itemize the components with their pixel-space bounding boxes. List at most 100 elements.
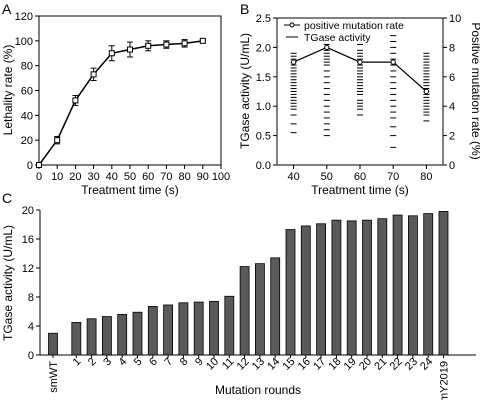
panel-c-xtick-label: 2 bbox=[86, 356, 99, 369]
panel-b-ylabel-right: Positive mutation rate (%) bbox=[469, 22, 480, 159]
legend-mutation-label: positive mutation rate bbox=[304, 20, 404, 32]
panel-a-point bbox=[54, 137, 61, 144]
legend-mutation-marker bbox=[289, 22, 295, 28]
panel-c-xtick-label: 4 bbox=[117, 356, 130, 369]
panel-b-ytick-label: 2.5 bbox=[256, 13, 271, 25]
panel-a-point bbox=[72, 97, 79, 104]
panel-a-ytick-label: 0 bbox=[27, 160, 33, 172]
legend-activity-label: TGase activity bbox=[304, 32, 371, 44]
panel-b-ytick-right-label: 0 bbox=[449, 160, 455, 172]
panel-c-xtick-label: 8 bbox=[178, 356, 191, 369]
panel-a-point bbox=[127, 46, 133, 53]
panel-c-ytick-label: 12 bbox=[22, 263, 34, 275]
panel-b-xtick-label: 80 bbox=[420, 171, 432, 183]
panel-b-xtick-label: 50 bbox=[321, 171, 333, 183]
panel-c-ylabel: TGase activity (U/mL) bbox=[1, 225, 15, 341]
panel-c-bar bbox=[102, 316, 112, 356]
panel-b-mutation-point bbox=[357, 59, 363, 65]
panel-c-bar bbox=[71, 321, 82, 356]
panel-a-xtick-label: 80 bbox=[178, 171, 190, 183]
panel-a-xlabel: Treatment time (s) bbox=[81, 183, 179, 197]
panel-a-ytick-label: 40 bbox=[21, 110, 33, 122]
panel-a-point bbox=[181, 40, 188, 47]
panel-a-point bbox=[145, 42, 152, 49]
panel-b-mutation-point bbox=[290, 59, 297, 65]
panel-c-bar bbox=[285, 229, 296, 356]
panel-b-ytick-label: 0.0 bbox=[256, 160, 271, 172]
panel-c-ytick-label: 4 bbox=[28, 321, 34, 333]
panel-c-xtick-label: 9 bbox=[193, 356, 206, 369]
panel-b-ytick-label: 2.0 bbox=[256, 42, 271, 54]
panel-a-frame bbox=[38, 15, 222, 166]
panel-b-legend: positive mutation rate TGase activity bbox=[284, 20, 404, 44]
panel-c-bar bbox=[377, 218, 388, 356]
panel-c-bar bbox=[300, 225, 311, 356]
panel-c-xtick-label: 10 bbox=[204, 356, 221, 373]
panel-c-ytick-label: 0 bbox=[28, 350, 34, 362]
panel-c-xlabel: Mutation rounds bbox=[215, 383, 301, 397]
panel-a-point bbox=[108, 50, 115, 57]
panel-b-xlabel: Treatment time (s) bbox=[311, 183, 409, 197]
panel-c-bar bbox=[163, 304, 174, 356]
panel-a-xtick-label: 100 bbox=[212, 171, 230, 183]
panel-c-ytick-label: 8 bbox=[28, 292, 34, 304]
panel-c-bar bbox=[331, 219, 342, 356]
panel-c-bar bbox=[254, 263, 265, 356]
panel-c-bar bbox=[392, 214, 403, 356]
panel-c-bar bbox=[423, 213, 434, 356]
panel-b-xtick-label: 70 bbox=[387, 171, 399, 183]
panel-c-bar bbox=[407, 215, 418, 356]
panel-c-ytick-label: 20 bbox=[22, 205, 34, 217]
panel-a-line bbox=[38, 40, 203, 166]
panel-b-mutation-point bbox=[423, 88, 430, 95]
panel-c-bar bbox=[209, 300, 219, 356]
panel-a-point bbox=[199, 37, 206, 44]
panel-a-point bbox=[163, 41, 170, 48]
panel-c-xtick-label: smY2019 bbox=[439, 361, 451, 400]
panel-b-ytick-right-label: 4 bbox=[449, 101, 455, 113]
panel-c-bar bbox=[147, 306, 158, 356]
panel-a-ytick-label: 100 bbox=[15, 36, 33, 48]
panel-c-bar bbox=[362, 219, 372, 356]
panel-c-xtick-label: smWT bbox=[48, 361, 60, 393]
panel-a-xtick-label: 30 bbox=[87, 171, 99, 183]
panel-c-xtick-label: 24 bbox=[418, 356, 435, 373]
panel-b-ytick-label: 1.5 bbox=[256, 72, 271, 84]
panel-a-point bbox=[36, 162, 42, 168]
panel-b-ytick-right-label: 2 bbox=[449, 131, 455, 143]
panel-b-ytick-right-label: 8 bbox=[449, 42, 455, 54]
panel-b-ylabel: TGase activity (U/mL) bbox=[238, 33, 252, 149]
panel-label-b: B bbox=[240, 1, 249, 17]
panel-c-bar bbox=[224, 295, 235, 356]
panel-a-ytick-label: 80 bbox=[21, 61, 33, 73]
panel-c-xtick-label: 3 bbox=[101, 356, 114, 369]
panel-c-bar bbox=[239, 266, 250, 356]
panel-c-bar bbox=[316, 223, 327, 356]
panel-c-bar bbox=[117, 313, 128, 356]
panel-b-ytick-right-label: 10 bbox=[449, 13, 461, 25]
panel-label-c: C bbox=[2, 190, 12, 206]
panel-c-bar bbox=[178, 302, 189, 356]
panel-b-mutation-point bbox=[324, 44, 330, 51]
panel-b-ytick-label: 1.0 bbox=[256, 101, 271, 113]
panel-c-bar bbox=[270, 257, 281, 356]
panel-c-xtick-label: 5 bbox=[132, 356, 145, 369]
panel-c-xtick-label: 7 bbox=[162, 356, 175, 369]
panel-b-ytick-right-label: 6 bbox=[449, 72, 455, 84]
panel-a-xtick-label: 60 bbox=[142, 171, 154, 183]
panel-label-a: A bbox=[2, 1, 12, 17]
panel-a-ytick-label: 20 bbox=[21, 135, 33, 147]
panel-c-xtick-label: 6 bbox=[147, 356, 160, 369]
panel-a-ytick-label: 120 bbox=[15, 11, 33, 23]
panel-c-bar bbox=[438, 211, 449, 356]
panel-b: 0.0 0.5 1.0 1.5 2.0 2.5 0 2 4 6 8 10 40 50 60 70 80 po… bbox=[238, 13, 480, 197]
panel-b-xtick-label: 40 bbox=[287, 171, 299, 183]
panel-c-bar bbox=[86, 318, 97, 356]
panel-c-bar bbox=[193, 301, 204, 356]
panel-a-xtick-label: 90 bbox=[197, 171, 209, 183]
panel-b-mutation-point bbox=[390, 59, 396, 65]
panel-b-ytick-label: 0.5 bbox=[256, 131, 271, 143]
panel-a-ylabel: Lethality rate (%) bbox=[1, 45, 15, 136]
